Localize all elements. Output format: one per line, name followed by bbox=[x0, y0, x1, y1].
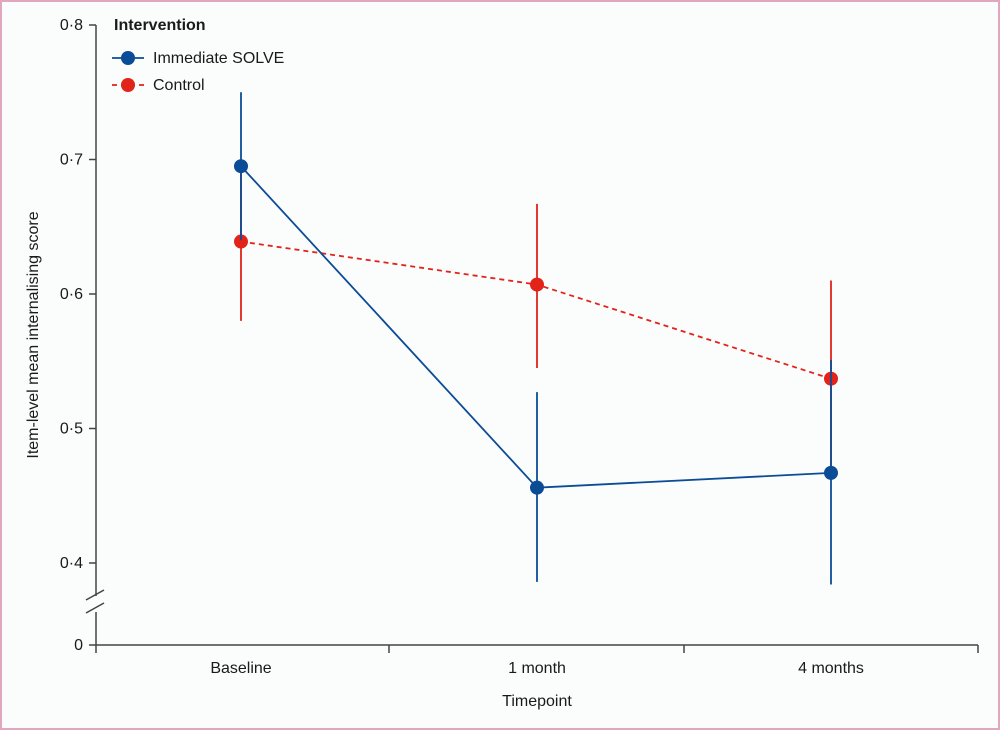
series-line bbox=[240, 165, 832, 489]
y-ticks: 0·8 0·7 0·6 0·5 0·4 bbox=[60, 17, 96, 572]
series-0 bbox=[234, 92, 838, 585]
legend-items: Immediate SOLVE Control bbox=[112, 50, 284, 94]
data-point bbox=[234, 234, 248, 249]
series-1 bbox=[234, 163, 838, 480]
y-tick-label: 0·6 bbox=[60, 286, 83, 303]
x-tick-label: 1 month bbox=[508, 660, 566, 677]
data-point bbox=[530, 277, 544, 292]
x-axis: Baseline 1 month 4 months bbox=[95, 644, 979, 677]
y-tick-label: 0·4 bbox=[60, 555, 83, 572]
y-tick-label: 0·7 bbox=[60, 152, 83, 169]
legend-marker bbox=[121, 51, 135, 65]
legend-label: Control bbox=[153, 77, 205, 94]
legend-item: Control bbox=[112, 77, 205, 94]
y-tick-label: 0·5 bbox=[60, 421, 83, 438]
legend: Intervention Immediate SOLVE Control bbox=[112, 17, 284, 94]
x-axis-title: Timepoint bbox=[502, 693, 572, 710]
y-axis-break-marks bbox=[85, 589, 105, 614]
y-axis-title: Item-level mean internalising score bbox=[25, 211, 42, 458]
legend-item: Immediate SOLVE bbox=[112, 50, 284, 67]
x-tick-label: 4 months bbox=[798, 660, 864, 677]
data-point bbox=[530, 480, 544, 495]
legend-title: Intervention bbox=[114, 17, 206, 34]
plot-area bbox=[234, 92, 838, 585]
legend-marker bbox=[121, 78, 135, 92]
y-axis: 0·8 0·7 0·6 0·5 0·4 0 bbox=[60, 17, 105, 654]
legend-label: Immediate SOLVE bbox=[153, 50, 284, 67]
data-point bbox=[824, 465, 838, 480]
x-ticks: Baseline 1 month 4 months bbox=[95, 645, 979, 677]
x-tick-label: Baseline bbox=[210, 660, 271, 677]
y-tick-label: 0·8 bbox=[60, 17, 83, 34]
y-origin-label: 0 bbox=[74, 637, 83, 654]
data-point bbox=[234, 159, 248, 174]
